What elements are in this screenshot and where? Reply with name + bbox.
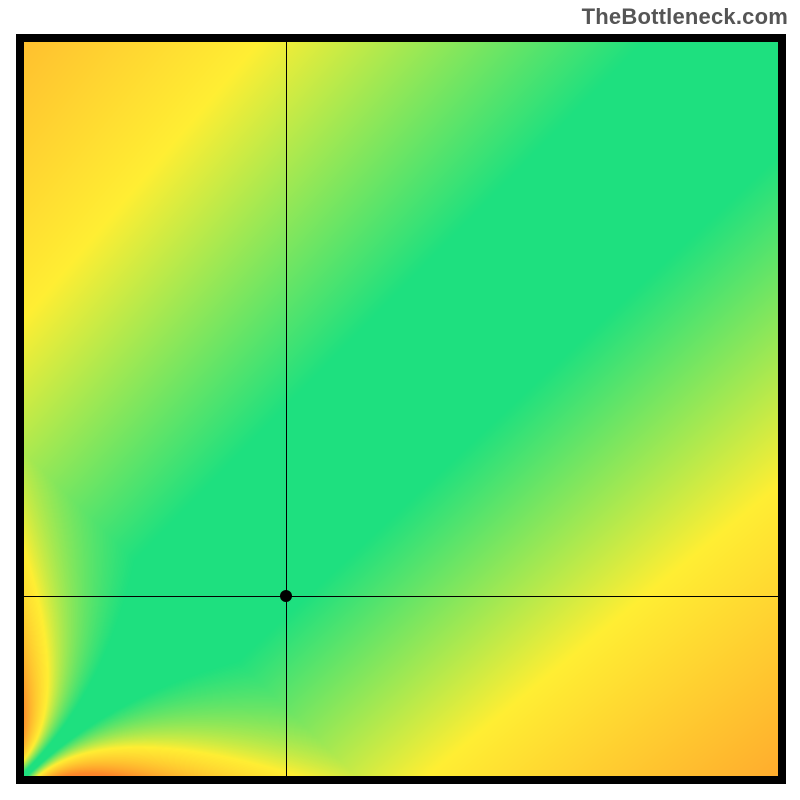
plot-area bbox=[16, 34, 786, 784]
marker-point bbox=[280, 590, 292, 602]
figure: TheBottleneck.com bbox=[0, 0, 800, 800]
crosshair-vertical bbox=[286, 42, 287, 776]
heatmap-canvas bbox=[24, 42, 778, 776]
crosshair-horizontal bbox=[24, 596, 778, 597]
attribution-text: TheBottleneck.com bbox=[582, 4, 788, 30]
